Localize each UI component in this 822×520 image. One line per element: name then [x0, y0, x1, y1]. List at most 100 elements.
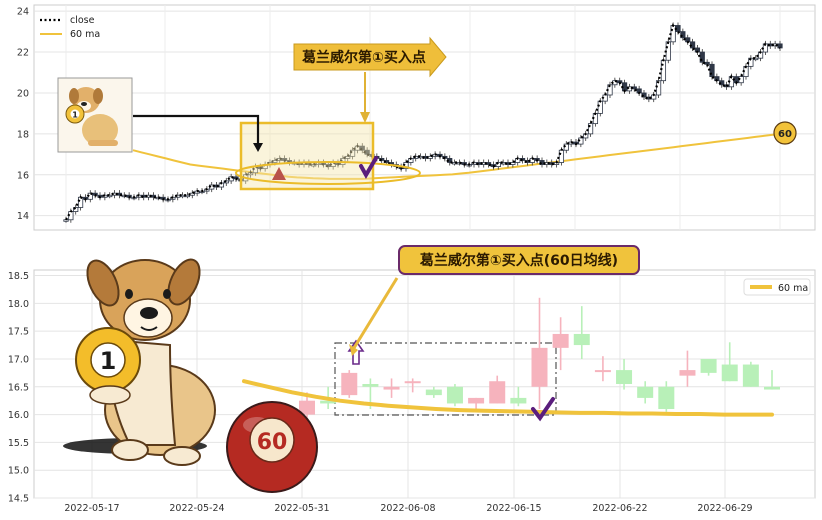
top-bar-body [704, 61, 710, 65]
top-pointer-arrow [133, 114, 260, 145]
candle-body [721, 364, 738, 382]
bottom-buy-zone-box [334, 342, 557, 416]
bottom-ball-60: 60 [226, 401, 318, 493]
candle-body [468, 397, 485, 404]
candle-body [299, 400, 315, 415]
top-bar-body [495, 162, 501, 167]
candle-body [658, 386, 675, 410]
top-bar-body [709, 63, 715, 77]
top-callout-connector-head [360, 112, 370, 123]
bottom-callout-pointer [352, 277, 399, 349]
top-close-line [65, 23, 781, 221]
svg-text:1: 1 [72, 111, 78, 120]
candle-body [531, 347, 548, 387]
ball-60-label: 60 [257, 430, 288, 455]
bottom-x-tick-label: 2022-06-08 [380, 503, 435, 514]
bottom-callout-box [398, 245, 640, 275]
top-y-tick-label: 14 [17, 211, 29, 222]
candle-body [341, 372, 358, 396]
top-bar-body [680, 31, 686, 39]
top-y-tick-label: 24 [17, 7, 29, 18]
bottom-y-tick-label: 15.5 [8, 438, 29, 449]
top-buy-triangle-marker [272, 167, 286, 180]
top-dog-picture: 1 [57, 77, 133, 153]
top-bar-body [563, 143, 569, 151]
top-ma-end-badge [773, 121, 797, 145]
top-legend: close 60 ma [40, 15, 100, 40]
top-y-tick-label: 16 [17, 170, 29, 181]
candle-body [616, 370, 633, 384]
top-bar-body [655, 80, 662, 96]
candle-body [425, 389, 442, 396]
candle-body [510, 397, 527, 404]
top-check-mark [359, 156, 378, 180]
legend-ma-label: 60 ma [70, 29, 100, 40]
top-y-tick-labels: 14 16 18 20 22 24 [17, 7, 29, 223]
candle-body [404, 381, 421, 384]
bottom-y-tick-label: 16.5 [8, 382, 29, 393]
candle-body [573, 333, 590, 346]
bottom-x-tick-labels: 2022-05-17 2022-05-24 2022-05-31 2022-06-08… [64, 503, 752, 514]
bottom-callout-pointer-head [349, 344, 358, 356]
ball-1-label: 1 [100, 347, 117, 375]
top-pointer-arrow-head [253, 143, 263, 152]
top-ma-end-badge-label: 60 [778, 129, 792, 140]
bottom-check-mark [531, 397, 555, 422]
candle-body [383, 386, 400, 390]
candle-body [446, 386, 463, 404]
bottom-y-tick-label: 15.0 [8, 466, 29, 477]
bottom-y-tick-label: 16.0 [8, 410, 29, 421]
top-bar-body [558, 149, 565, 163]
candle-body [489, 381, 506, 404]
top-plot-area [33, 4, 816, 231]
bottom-x-tick-label: 2022-06-22 [592, 503, 647, 514]
top-buy-zone-ellipse [235, 161, 421, 185]
bottom-legend-ma-label: 60 ma [778, 283, 808, 294]
candle-body [637, 386, 654, 398]
candle-body [362, 384, 379, 387]
top-y-tick-label: 20 [17, 88, 29, 99]
candle-body [320, 400, 337, 404]
top-callout-arrow [293, 36, 447, 78]
top-bar-body [587, 123, 594, 135]
bottom-x-tick-label: 2022-05-24 [169, 503, 224, 514]
bottom-legend: 60 ma [743, 278, 811, 296]
bottom-x-tick-label: 2022-05-31 [274, 503, 329, 514]
candle-body [742, 364, 759, 387]
top-bar-body [311, 164, 317, 167]
candle-body [700, 358, 717, 373]
top-bar-body [359, 145, 365, 151]
candle-body [594, 370, 611, 373]
top-bar-body [63, 219, 69, 222]
bottom-y-tick-label: 17.0 [8, 354, 29, 365]
bottom-x-tick-label: 2022-06-15 [486, 503, 541, 514]
candle-body [679, 370, 696, 376]
top-bar-body [748, 57, 754, 67]
top-bar-body [660, 59, 667, 82]
bottom-dog-illustration: 1 [63, 258, 216, 466]
bottom-x-tick-label: 2022-05-17 [64, 503, 119, 514]
top-y-tick-label: 22 [17, 48, 29, 59]
bottom-y-tick-label: 18.0 [8, 299, 29, 310]
legend-close-label: close [70, 15, 95, 26]
top-bar-body [699, 51, 705, 63]
bottom-y-tick-label: 18.5 [8, 271, 29, 282]
top-bar-body [597, 100, 603, 114]
candle-body [552, 333, 569, 348]
bottom-candles [299, 297, 780, 418]
bottom-callout-text: 葛兰威尔第①买入点(60日均线) [419, 252, 618, 269]
bottom-y-tick-labels: 14.5 15.0 15.5 16.0 16.5 17.0 17.5 18.0 18.5 [8, 271, 29, 504]
bottom-y-tick-label: 17.5 [8, 327, 29, 338]
top-callout-text: 葛兰威尔第①买入点 [301, 49, 426, 66]
top-bar-body [641, 92, 647, 98]
top-buy-zone-box [239, 121, 375, 191]
bottom-ma60-line [242, 379, 774, 417]
bottom-x-tick-label: 2022-06-29 [697, 503, 752, 514]
bottom-y-tick-label: 14.5 [8, 494, 29, 505]
top-y-tick-label: 18 [17, 129, 29, 140]
top-bar-body [77, 196, 84, 208]
candle-body [764, 386, 780, 390]
top-bar-body [349, 149, 356, 157]
top-bar-body [73, 207, 79, 212]
